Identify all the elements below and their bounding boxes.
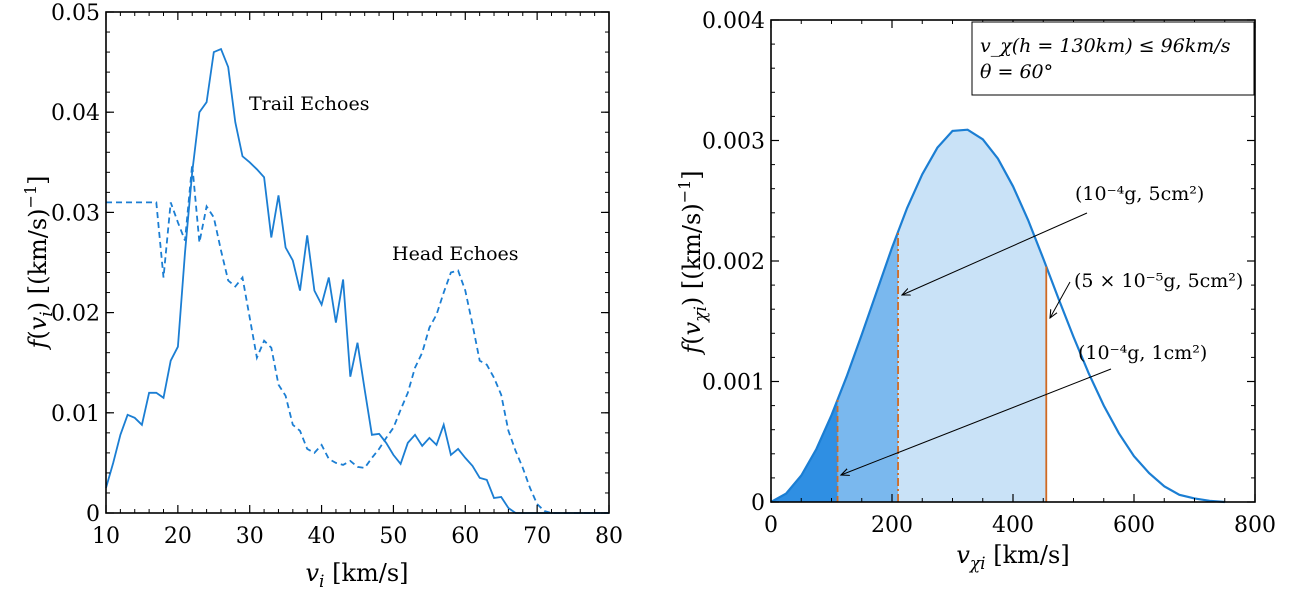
right-y-tick-label: 0.004	[702, 9, 765, 34]
series-head-echoes	[106, 164, 609, 514]
left-y-axis-label: f(vi) [(km/s)−1]	[21, 175, 57, 350]
right-x-axis-label: vχi [km/s]	[956, 541, 1069, 574]
right-x-tick-label: 200	[871, 513, 913, 538]
arrow-to-cutoff-455	[1050, 281, 1071, 318]
series-trail-echoes	[105, 47, 609, 514]
right-y-axis-label: f(vχi) [(km/s)−1]	[675, 170, 711, 355]
left-x-tick-label: 30	[236, 524, 264, 549]
arrow-to-cutoff-210	[902, 212, 1088, 295]
left-y-tick-label: 0	[86, 502, 100, 527]
left-x-tick-label: 70	[523, 524, 551, 549]
info-box: v_χ(h = 130km) ≤ 96km/s θ = 60°	[971, 21, 1255, 96]
label-cutoff-5e-5g-5cm2: (5 × 10⁻⁵g, 5cm²)	[1074, 270, 1243, 292]
label-cutoff-1e-4g-5cm2: (10⁻⁴g, 5cm²)	[1075, 183, 1204, 205]
right-x-tick-label: 0	[764, 513, 778, 538]
right-x-tick-label: 400	[992, 513, 1034, 538]
right-y-tick-label: 0.001	[702, 371, 765, 396]
info-box-line-2: θ = 60°	[980, 61, 1053, 83]
right-y-tick-label: 0	[751, 491, 765, 516]
right-x-tick-label: 800	[1234, 513, 1276, 538]
left-y-tick-label: 0.04	[51, 101, 100, 126]
left-chart: Trail Echoes Head Echoes 10 20 30 40 50 60 70 8…	[21, 1, 623, 592]
left-y-tick-label: 0.05	[51, 1, 100, 26]
right-x-tick-label: 600	[1113, 513, 1155, 538]
left-x-tick-label: 60	[451, 524, 479, 549]
left-y-tick-label: 0.02	[51, 302, 100, 327]
annotation-trail-echoes: Trail Echoes	[249, 93, 369, 115]
left-x-tick-label: 20	[164, 524, 192, 549]
info-box-line-1: v_χ(h = 130km) ≤ 96km/s	[980, 35, 1231, 57]
shaded-region-2	[898, 129, 1047, 502]
annotation-head-echoes: Head Echoes	[392, 243, 519, 265]
left-y-tick-label: 0.03	[51, 201, 100, 226]
right-y-tick-label: 0.003	[702, 130, 765, 155]
right-y-tick-label: 0.002	[702, 250, 765, 275]
right-chart: 0 200 400 600 800 0 0.001 0.002 0.003 0.004 v_χ(h…	[675, 9, 1276, 574]
left-plot-frame	[105, 11, 610, 514]
shaded-region-1	[837, 231, 899, 503]
left-x-tick-label: 40	[308, 524, 336, 549]
arrow-to-cutoff-110	[841, 368, 1112, 475]
left-x-tick-label: 50	[379, 524, 407, 549]
left-x-tick-label: 10	[92, 524, 120, 549]
shaded-region-0	[771, 399, 838, 502]
label-cutoff-1e-4g-1cm2: (10⁻⁴g, 1cm²)	[1078, 342, 1207, 364]
left-x-tick-label: 80	[595, 524, 623, 549]
right-distribution-curve	[770, 128, 1225, 504]
left-y-tick-label: 0.01	[51, 402, 100, 427]
left-x-axis-label: vi [km/s]	[305, 559, 408, 592]
